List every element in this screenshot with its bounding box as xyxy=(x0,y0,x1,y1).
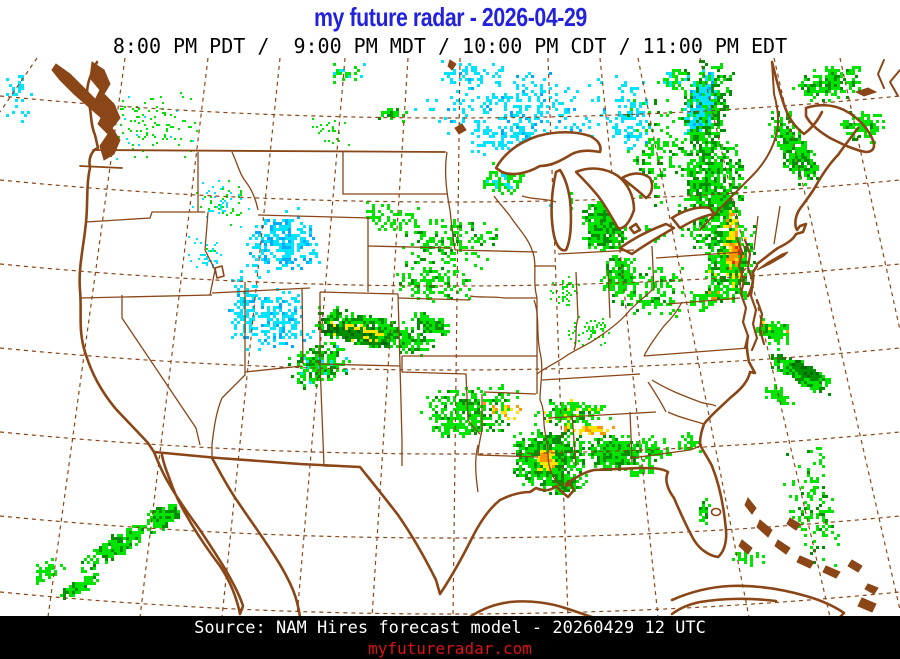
islands xyxy=(51,59,879,613)
state-borders xyxy=(79,151,781,493)
footer-bar: Source: NAM Hires forecast model - 20260… xyxy=(0,616,900,659)
source-label: Source: NAM Hires forecast model - 20260… xyxy=(194,618,706,638)
timezone-times-label: 8:00 PM PDT / 9:00 PM MDT / 10:00 PM CDT… xyxy=(112,34,788,58)
page-title: my future radar - 2026-04-29 xyxy=(313,2,587,32)
coastlines xyxy=(78,59,900,619)
radar-echoes xyxy=(6,60,885,600)
nova-scotia xyxy=(804,103,876,154)
latlon-grid xyxy=(0,57,900,618)
great-lakes xyxy=(214,130,722,517)
website-link[interactable]: myfutureradar.com xyxy=(368,639,532,658)
